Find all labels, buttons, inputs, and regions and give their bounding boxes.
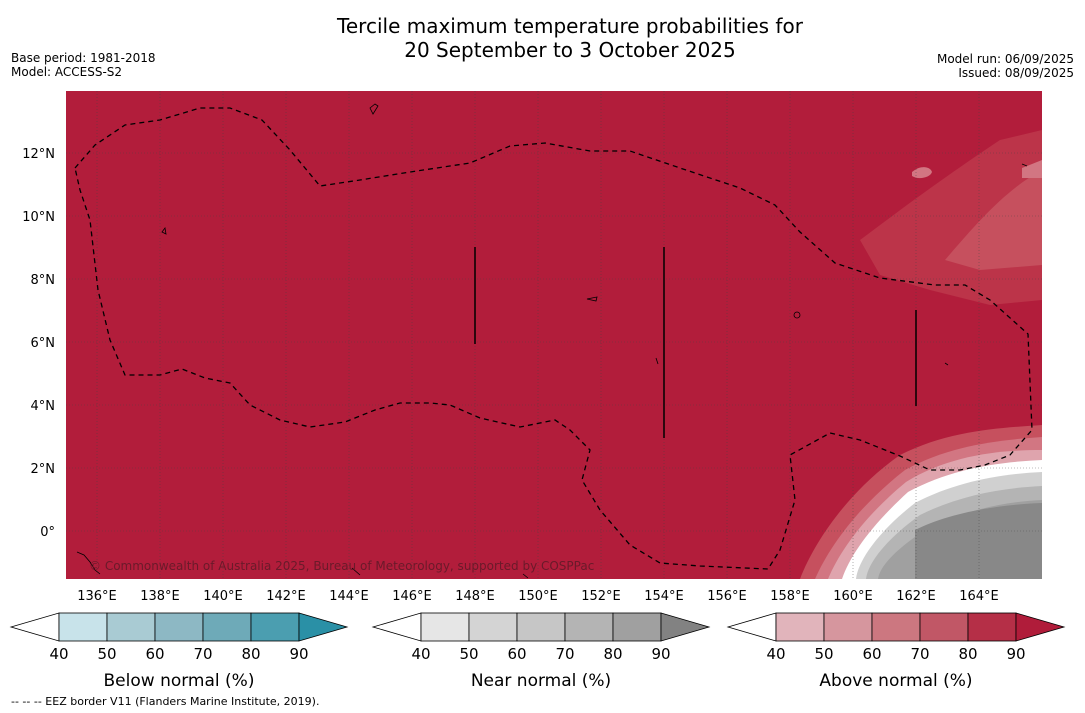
lon-tick-label: 154°E: [644, 589, 684, 604]
meta-left: Base period: 1981-2018 Model: ACCESS-S2: [11, 51, 156, 79]
colorbar-title: Below normal (%): [104, 671, 255, 691]
base-period: Base period: 1981-2018: [11, 51, 156, 65]
lat-tick-label: 6°N: [31, 336, 56, 351]
colorbar-segment: [250, 612, 300, 642]
colorbar-segment: [202, 612, 252, 642]
colorbar-tick-label: 50: [97, 645, 116, 663]
near-normal-90-region: [915, 503, 1042, 579]
colorbar-over-triangle: [1015, 612, 1066, 642]
title-line-2: 20 September to 3 October 2025: [404, 38, 736, 62]
colorbar-tick-label: 50: [814, 645, 833, 663]
above-normal-60-patch: [1022, 160, 1042, 178]
lat-tick-label: 10°N: [22, 210, 55, 225]
lat-tick-label: 2°N: [31, 462, 56, 477]
lon-tick-label: 152°E: [581, 589, 621, 604]
latitude-labels: 12°N 10°N 8°N 6°N 4°N 2°N 0°: [22, 147, 55, 540]
model-name: Model: ACCESS-S2: [11, 65, 123, 79]
colorbar-under-triangle: [726, 612, 777, 642]
colorbar-tick-label: 80: [603, 645, 622, 663]
lon-tick-label: 138°E: [140, 589, 180, 604]
colorbar-tick-label: 70: [555, 645, 574, 663]
model-run: Model run: 06/09/2025: [936, 52, 1074, 66]
lat-tick-label: 4°N: [31, 399, 56, 414]
colorbar-tick-label: 90: [289, 645, 308, 663]
colorbar-tick-label: 90: [651, 645, 670, 663]
colorbar-tick-label: 40: [49, 645, 68, 663]
colorbar-tick-label: 60: [862, 645, 881, 663]
colorbar-segment: [919, 612, 969, 642]
colorbar: 40 50 60 70 80 90 Near normal (%): [371, 612, 711, 691]
lon-tick-label: 142°E: [266, 589, 306, 604]
above-normal-70-region: [945, 170, 1042, 270]
lat-tick-label: 0°: [40, 525, 55, 540]
colorbar-tick-label: 40: [766, 645, 785, 663]
lon-tick-label: 150°E: [518, 589, 558, 604]
colorbars: 40 50 60 70 80 90 Below normal (%) 40 50 60 70 80 90…: [9, 612, 1066, 691]
colorbar-tick-label: 50: [459, 645, 478, 663]
colorbar-segment: [420, 612, 470, 642]
colorbar-title: Above normal (%): [819, 671, 972, 691]
colorbar-segment: [106, 612, 156, 642]
colorbar-segment: [871, 612, 921, 642]
colorbar-over-triangle: [298, 612, 349, 642]
lon-tick-label: 158°E: [770, 589, 810, 604]
longitude-labels: 136°E 138°E 140°E 142°E 144°E 146°E 148°…: [77, 589, 999, 604]
title-line-1: Tercile maximum temperature probabilitie…: [337, 14, 803, 38]
colorbar-under-triangle: [9, 612, 60, 642]
eez-footnote: -- -- -- EEZ border V11 (Flanders Marine…: [11, 695, 320, 708]
lon-tick-label: 146°E: [392, 589, 432, 604]
map-panel: [66, 91, 1042, 579]
colorbar-tick-label: 60: [507, 645, 526, 663]
lon-tick-label: 140°E: [203, 589, 243, 604]
colorbar-tick-label: 70: [910, 645, 929, 663]
colorbar-segment: [58, 612, 108, 642]
colorbar-segment: [775, 612, 825, 642]
lat-tick-label: 12°N: [22, 147, 55, 162]
colorbar-tick-label: 60: [145, 645, 164, 663]
lon-tick-label: 164°E: [959, 589, 999, 604]
colorbar-segment: [823, 612, 873, 642]
lon-tick-label: 162°E: [896, 589, 936, 604]
islands: [76, 103, 1028, 579]
colorbar: 40 50 60 70 80 90 Below normal (%): [9, 612, 349, 691]
above-normal-60-patch: [912, 167, 932, 179]
lon-tick-label: 144°E: [329, 589, 369, 604]
lon-tick-label: 156°E: [707, 589, 747, 604]
colorbar-segment: [468, 612, 518, 642]
colorbar-tick-label: 80: [241, 645, 260, 663]
colorbar-under-triangle: [371, 612, 422, 642]
colorbar-segment: [967, 612, 1017, 642]
colorbar-tick-label: 90: [1006, 645, 1025, 663]
issued-date: Issued: 08/09/2025: [958, 66, 1074, 80]
colorbar: 40 50 60 70 80 90 Above normal (%): [726, 612, 1066, 691]
colorbar-segment: [612, 612, 662, 642]
lon-tick-label: 136°E: [77, 589, 117, 604]
colorbar-over-triangle: [660, 612, 711, 642]
colorbar-title: Near normal (%): [471, 671, 611, 691]
colorbar-tick-label: 80: [958, 645, 977, 663]
lat-tick-label: 8°N: [31, 273, 56, 288]
figure-title: Tercile maximum temperature probabilitie…: [0, 14, 1085, 62]
lon-tick-label: 160°E: [833, 589, 873, 604]
copyright-notice: © Commonwealth of Australia 2025, Bureau…: [89, 559, 594, 573]
colorbar-segment: [154, 612, 204, 642]
colorbar-tick-label: 40: [411, 645, 430, 663]
colorbar-tick-label: 70: [193, 645, 212, 663]
lon-tick-label: 148°E: [455, 589, 495, 604]
colorbar-segment: [564, 612, 614, 642]
colorbar-segment: [516, 612, 566, 642]
meta-right: Model run: 06/09/2025 Issued: 08/09/2025: [937, 52, 1074, 80]
